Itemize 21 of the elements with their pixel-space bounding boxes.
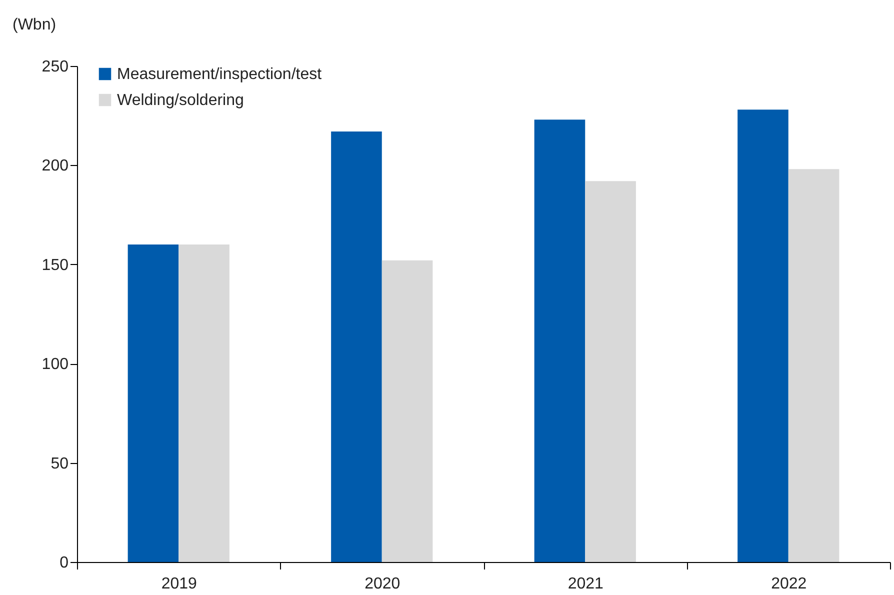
bar <box>128 244 179 562</box>
bar <box>788 169 840 562</box>
x-tick-label: 2021 <box>568 576 604 592</box>
y-tick-label: 200 <box>42 158 69 175</box>
bar <box>585 181 636 562</box>
bar <box>382 260 433 562</box>
y-axis-title: (Wbn) <box>12 16 56 34</box>
bar <box>331 131 382 562</box>
y-tick-label: 150 <box>42 256 69 274</box>
y-tick-label: 0 <box>60 554 69 572</box>
x-tick-label: 2020 <box>364 576 400 592</box>
legend-label: Welding/soldering <box>117 92 244 109</box>
x-tick-label: 2022 <box>771 576 807 592</box>
y-tick-label: 50 <box>50 455 69 472</box>
bar <box>534 120 586 562</box>
legend-label: Measurement/inspection/test <box>117 66 322 83</box>
bar <box>738 110 788 562</box>
y-tick-label: 250 <box>42 58 69 76</box>
x-tick-label: 2019 <box>161 576 198 592</box>
y-tick-label: 100 <box>42 356 69 374</box>
bar <box>178 244 230 562</box>
